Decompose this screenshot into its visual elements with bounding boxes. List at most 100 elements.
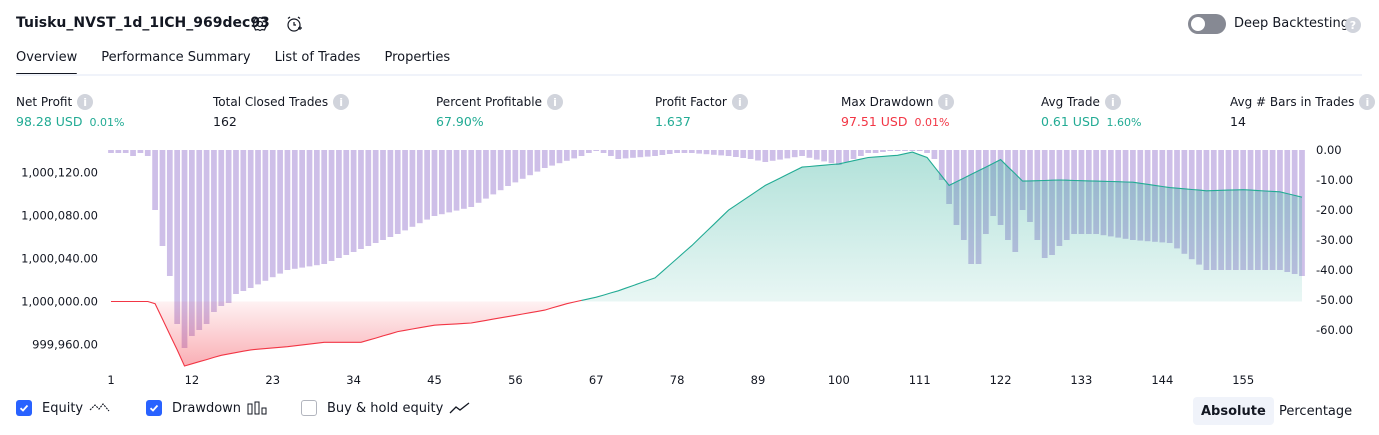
drawdown-bar xyxy=(821,150,827,161)
drawdown-bar xyxy=(476,150,482,203)
drawdown-bar xyxy=(586,150,592,153)
drawdown-bar xyxy=(299,150,305,268)
left-axis-tick-label: 1,000,120.00 xyxy=(21,166,98,180)
drawdown-bar xyxy=(240,150,246,291)
metric-label: Max Drawdown xyxy=(841,95,933,109)
percentage-toggle-button[interactable]: Percentage xyxy=(1271,397,1360,425)
drawdown-bar xyxy=(762,150,768,162)
metric-avg-trade: Avg Trade i 0.61 USD 1.60% xyxy=(1041,94,1141,129)
x-axis-tick-label: 144 xyxy=(1151,373,1173,387)
drawdown-bar xyxy=(218,150,224,306)
legend-equity[interactable]: Equity xyxy=(16,400,111,416)
legend-drawdown[interactable]: Drawdown xyxy=(146,400,267,416)
drawdown-bar xyxy=(895,150,901,151)
info-icon[interactable]: i xyxy=(1359,94,1375,110)
drawdown-bar xyxy=(174,150,180,324)
drawdown-bar xyxy=(785,150,791,158)
drawdown-bar xyxy=(424,150,430,220)
drawdown-bar xyxy=(682,150,688,153)
info-icon[interactable]: i xyxy=(938,94,954,110)
drawdown-bar xyxy=(336,150,342,258)
metric-percent-profitable: Percent Profitable i 67.90% xyxy=(436,94,563,129)
tab-performance-summary[interactable]: Performance Summary xyxy=(89,40,262,76)
x-axis-tick-label: 23 xyxy=(265,373,280,387)
metric-max-drawdown: Max Drawdown i 97.51 USD 0.01% xyxy=(841,94,954,129)
left-axis-tick-label: 999,960.00 xyxy=(32,338,98,352)
drawdown-bar xyxy=(380,150,386,240)
right-axis-tick-label: 0.00 xyxy=(1316,143,1342,157)
drawdown-bar xyxy=(417,150,423,223)
info-icon[interactable]: i xyxy=(77,94,93,110)
drawdown-bar xyxy=(468,150,474,207)
drawdown-bar xyxy=(365,150,371,246)
drawdown-bar xyxy=(343,150,349,255)
drawdown-bar xyxy=(410,150,416,227)
drawdown-bar xyxy=(542,150,548,168)
tab-properties[interactable]: Properties xyxy=(372,40,462,76)
legend-buy-hold[interactable]: Buy & hold equity xyxy=(301,400,471,416)
metric-label: Avg # Bars in Trades xyxy=(1230,95,1354,109)
drawdown-bar xyxy=(512,150,518,182)
drawdown-bar xyxy=(660,150,666,155)
x-axis-tick-label: 89 xyxy=(751,373,766,387)
drawdown-bar xyxy=(505,150,511,186)
metric-label: Net Profit xyxy=(16,95,72,109)
right-axis-tick-label: -20.00 xyxy=(1316,203,1353,217)
metric-sub: 0.01% xyxy=(89,116,124,129)
drawdown-bar xyxy=(329,150,335,261)
x-axis-tick-label: 155 xyxy=(1232,373,1254,387)
info-icon[interactable]: i xyxy=(547,94,563,110)
drawdown-bar xyxy=(711,150,717,155)
tab-bar: Overview Performance Summary List of Tra… xyxy=(16,40,462,76)
absolute-toggle-button[interactable]: Absolute xyxy=(1193,397,1274,425)
drawdown-bar xyxy=(726,150,732,156)
drawdown-bar xyxy=(226,150,232,303)
tab-overview[interactable]: Overview xyxy=(16,40,89,76)
metric-total-closed-trades: Total Closed Trades i 162 xyxy=(213,94,349,129)
drawdown-bar xyxy=(395,150,401,234)
drawdown-bar xyxy=(608,150,614,156)
drawdown-bar xyxy=(630,150,636,158)
drawdown-bar xyxy=(865,150,871,153)
deep-backtesting-toggle[interactable] xyxy=(1188,14,1226,34)
drawdown-bar xyxy=(483,150,489,199)
equity-line-icon xyxy=(89,401,111,415)
drawdown-bar xyxy=(270,150,276,277)
drawdown-bar xyxy=(652,150,658,156)
drawdown-bar xyxy=(880,150,886,152)
metric-net-profit: Net Profit i 98.28 USD 0.01% xyxy=(16,94,124,129)
add-alert-icon[interactable] xyxy=(283,13,305,35)
checkbox-checked-icon[interactable] xyxy=(146,400,162,416)
legend-equity-label: Equity xyxy=(42,401,83,416)
x-axis-tick-label: 133 xyxy=(1070,373,1092,387)
drawdown-bar xyxy=(917,150,923,151)
info-icon[interactable]: i xyxy=(1105,94,1121,110)
x-axis-tick-label: 45 xyxy=(427,373,442,387)
drawdown-bar xyxy=(843,150,849,162)
drawdown-bar xyxy=(623,150,629,158)
drawdown-bar xyxy=(527,150,533,175)
drawdown-bar xyxy=(115,150,121,153)
equity-drawdown-chart[interactable]: 1,000,120.00 1,000,080.00 1,000,040.00 1,00… xyxy=(0,140,1379,390)
info-icon[interactable]: i xyxy=(732,94,748,110)
tab-list-of-trades[interactable]: List of Trades xyxy=(263,40,373,76)
drawdown-bar xyxy=(277,150,283,274)
metric-value: 67.90% xyxy=(436,114,484,129)
drawdown-bar xyxy=(770,150,776,161)
settings-icon[interactable] xyxy=(249,13,271,35)
drawdown-bar xyxy=(373,150,379,243)
drawdown-bar xyxy=(792,150,798,157)
drawdown-bar xyxy=(748,150,754,159)
help-icon[interactable]: ? xyxy=(1345,17,1361,33)
equity-below-baseline-fill xyxy=(111,300,582,366)
info-icon[interactable]: i xyxy=(333,94,349,110)
drawdown-bar xyxy=(777,150,783,160)
drawdown-bar xyxy=(439,150,445,214)
checkbox-checked-icon[interactable] xyxy=(16,400,32,416)
drawdown-bar xyxy=(807,150,813,158)
metric-sub: 0.01% xyxy=(914,116,949,129)
drawdown-bar xyxy=(858,150,864,156)
checkbox-unchecked-icon[interactable] xyxy=(301,400,317,416)
drawdown-bar xyxy=(292,150,298,269)
left-axis: 1,000,120.00 1,000,080.00 1,000,040.00 1,00… xyxy=(21,166,98,352)
